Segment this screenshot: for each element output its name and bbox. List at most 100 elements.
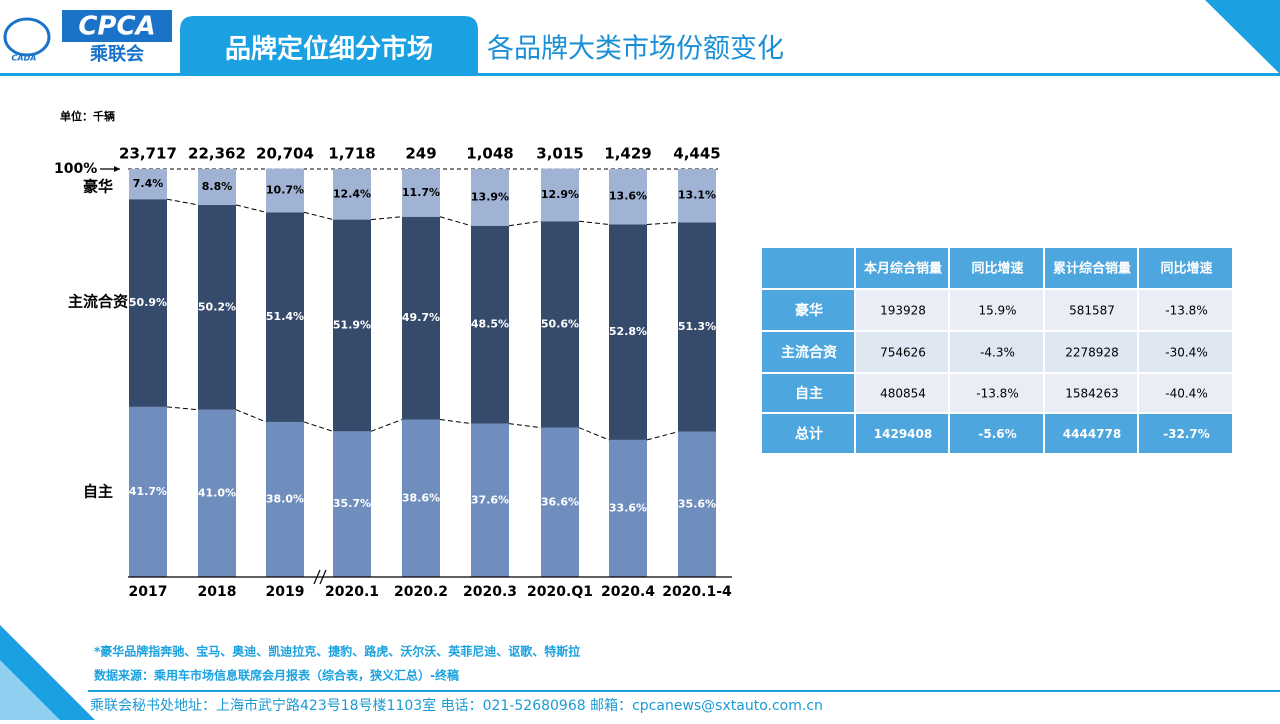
table-cell: [1045, 414, 1137, 453]
bar-segment: [129, 406, 167, 577]
table-cell: [950, 332, 1043, 372]
table-text: 15.9%: [978, 304, 1016, 318]
value-label: 10.7%: [266, 183, 304, 196]
value-label: 50.9%: [129, 296, 167, 309]
table-cell: [1139, 414, 1232, 453]
total-label: 249: [405, 145, 436, 163]
legend-label: 自主: [83, 483, 113, 501]
table-cell: [1045, 248, 1137, 288]
bar-segment: [198, 169, 236, 205]
value-label: 36.6%: [541, 495, 579, 508]
bar-segment: [402, 419, 440, 577]
bar-segment: [402, 169, 440, 217]
total-label: 20,704: [256, 145, 314, 163]
slide-subtitle: 各品牌大类市场份额变化: [487, 34, 784, 65]
bar-segment: [266, 421, 304, 577]
value-label: 35.7%: [333, 497, 371, 510]
bar-segment: [471, 225, 509, 424]
connector: [508, 423, 542, 429]
table-cell: [762, 414, 854, 453]
x-tick-label: 2020.3: [463, 584, 517, 600]
value-label: 50.6%: [541, 317, 579, 330]
connector: [303, 421, 334, 432]
y-tick-label: 100%: [54, 161, 97, 177]
value-label: 13.1%: [678, 189, 716, 202]
connector: [166, 406, 199, 411]
x-tick-label: 2020.1-4: [662, 584, 732, 600]
value-label: 41.7%: [129, 485, 167, 498]
table-text: -40.4%: [1165, 387, 1207, 401]
value-label: 35.6%: [678, 497, 716, 510]
table-text: -5.6%: [978, 427, 1016, 441]
logo-cn: 乘联会: [89, 43, 144, 65]
table-text: 193928: [880, 304, 926, 318]
value-label: 38.6%: [402, 491, 440, 504]
value-label: 41.0%: [198, 486, 236, 499]
bar-segment: [609, 439, 647, 577]
bar-segment: [129, 169, 167, 200]
table-text: 主流合资: [781, 344, 837, 361]
value-label: 51.3%: [678, 320, 716, 333]
x-tick-label: 2017: [129, 584, 168, 600]
unit-label: 单位：千辆: [60, 109, 115, 123]
table-text: -30.4%: [1165, 346, 1207, 360]
connector: [235, 204, 267, 213]
bar-segment: [333, 219, 371, 432]
axis-break: [313, 569, 327, 585]
table-cell: [950, 290, 1043, 330]
table-cell: [1045, 290, 1137, 330]
table-cell: [1045, 332, 1137, 372]
total-label: 23,717: [119, 145, 177, 163]
table-cell: [1139, 374, 1232, 412]
corner-decoration: [0, 660, 60, 720]
connector: [578, 427, 610, 441]
bar-segment: [678, 222, 716, 432]
connector: [370, 419, 403, 432]
table-cell: [1139, 290, 1232, 330]
bar-segment: [541, 427, 579, 577]
table-cell: [762, 374, 854, 412]
connector: [508, 220, 542, 227]
bar-segment: [541, 221, 579, 428]
logo-mark: [3, 17, 51, 57]
table-header: 同比增速: [971, 261, 1023, 277]
bar-segment: [678, 431, 716, 577]
bar-segment: [129, 199, 167, 407]
table-text: 581587: [1069, 304, 1115, 318]
connector: [578, 220, 610, 225]
x-tick-label: 2020.4: [601, 584, 655, 600]
table-cell: [950, 374, 1043, 412]
table-cell: [950, 414, 1043, 453]
value-label: 49.7%: [402, 311, 440, 324]
x-tick-label: 2020.2: [394, 584, 448, 600]
logo-box: [62, 10, 172, 42]
logo-small: CADA: [12, 54, 37, 63]
table-text: 总计: [795, 426, 823, 443]
value-label: 51.9%: [333, 318, 371, 331]
chart: 100% 41.7% 50.9% 7.4% 23,717 2017 41.0% 50.2% 8.…: [54, 145, 732, 601]
bar-segment: [471, 423, 509, 577]
title-tab: [180, 16, 478, 74]
note: *豪华品牌指奔驰、宝马、奥迪、凯迪拉克、捷豹、路虎、沃尔沃、英菲尼迪、讴歌、特斯…: [94, 644, 580, 659]
bar-segment: [678, 169, 716, 223]
connector: [166, 198, 199, 206]
connector: [303, 211, 334, 221]
table-header: 累计综合销量: [1053, 261, 1131, 277]
bar-segment: [266, 212, 304, 422]
note: 数据来源：乘用车市场信息联席会月报表（综合表，狭义汇总）-终稿: [94, 668, 459, 683]
table-cell: [762, 248, 854, 288]
footer-text: 乘联会秘书处地址：上海市武宁路423号18号楼1103室 电话：021-5268…: [90, 697, 823, 714]
table-cell: [856, 332, 948, 372]
table-text: 1584263: [1065, 387, 1118, 401]
footer-rule: [88, 690, 1280, 692]
x-tick-label: 2020.1: [325, 584, 379, 600]
table-cell: [1045, 374, 1137, 412]
bar-segment: [609, 224, 647, 440]
value-label: 33.6%: [609, 501, 647, 514]
bar-segment: [402, 216, 440, 420]
legend-label: 豪华: [83, 178, 113, 196]
bar-segment: [266, 168, 304, 213]
table-cell: [856, 290, 948, 330]
value-label: 7.4%: [133, 177, 164, 190]
